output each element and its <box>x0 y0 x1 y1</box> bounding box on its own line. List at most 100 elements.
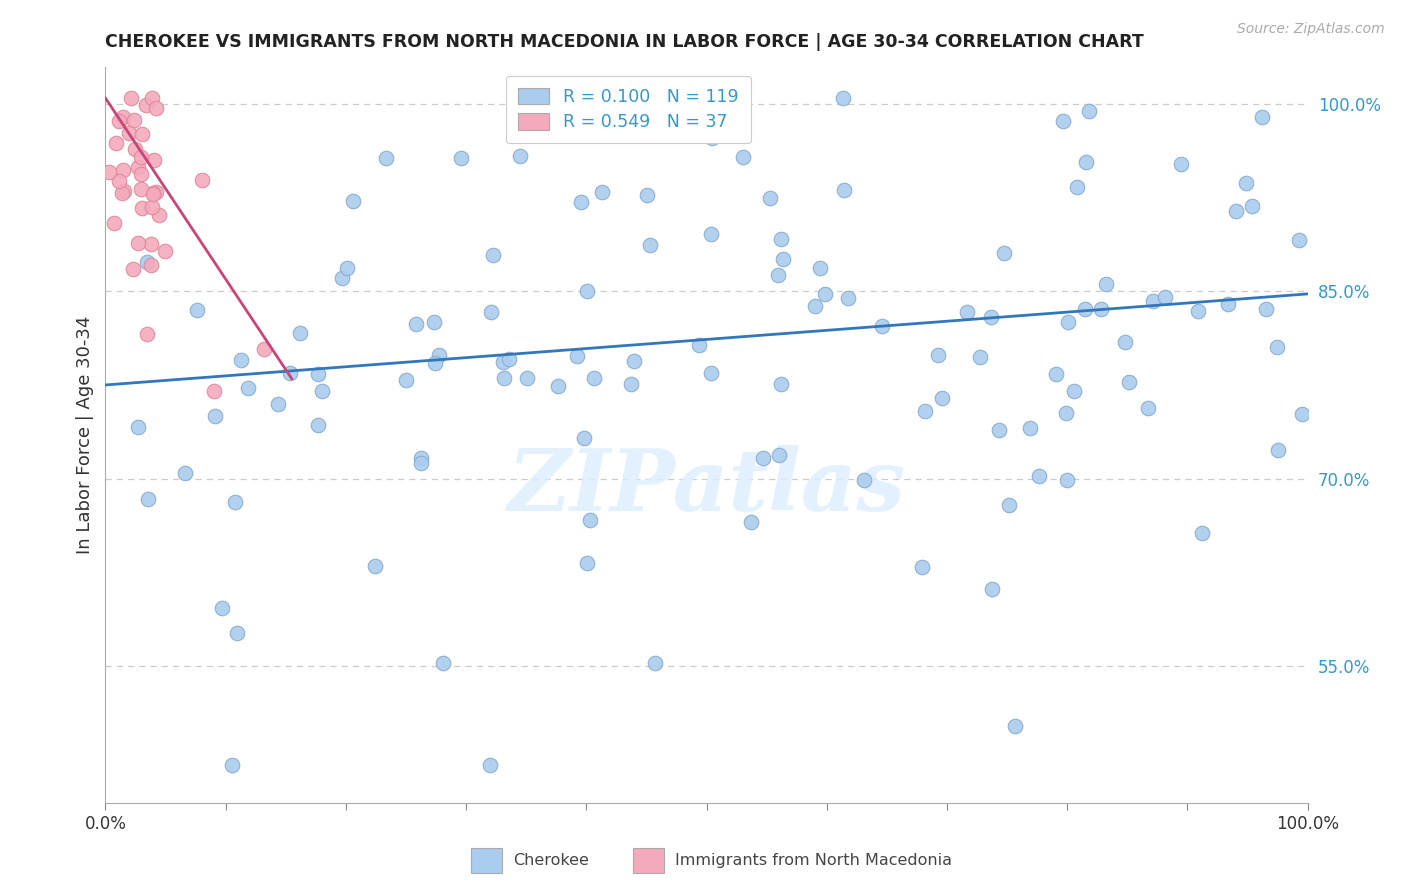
Point <box>768 448 790 462</box>
Point <box>236 381 259 395</box>
Point <box>450 151 472 165</box>
Point <box>127 235 149 250</box>
Point <box>574 431 596 445</box>
Point <box>1191 526 1213 541</box>
Point <box>1136 401 1159 415</box>
Point <box>224 495 246 509</box>
Point <box>956 305 979 319</box>
Point <box>576 556 599 570</box>
Point <box>870 319 893 334</box>
Point <box>772 252 794 267</box>
Point <box>253 342 276 356</box>
Point <box>131 167 153 181</box>
Point <box>1090 301 1112 316</box>
Point <box>1063 384 1085 399</box>
Point <box>131 201 153 215</box>
Point <box>288 326 311 341</box>
Point <box>108 114 131 128</box>
Point <box>1225 203 1247 218</box>
Point <box>980 310 1002 325</box>
Point <box>139 236 162 251</box>
Point <box>931 392 953 406</box>
Point <box>636 188 658 202</box>
Point <box>547 379 569 393</box>
Point <box>136 327 159 342</box>
Point <box>108 174 131 188</box>
Point <box>124 112 146 127</box>
Point <box>831 91 853 105</box>
Point <box>425 356 447 370</box>
Point <box>591 185 613 199</box>
Point <box>1028 469 1050 483</box>
Point <box>432 656 454 670</box>
Point <box>498 351 520 366</box>
Point <box>375 151 398 165</box>
Point <box>578 513 600 527</box>
Point <box>1074 155 1097 169</box>
Text: Source: ZipAtlas.com: Source: ZipAtlas.com <box>1237 22 1385 37</box>
Point <box>127 420 149 434</box>
Point <box>1267 442 1289 457</box>
Point <box>927 348 949 362</box>
Point <box>1074 301 1097 316</box>
Point <box>569 195 592 210</box>
Point <box>482 248 505 262</box>
Point <box>411 451 433 466</box>
Point <box>1077 103 1099 118</box>
Point <box>112 185 135 199</box>
Text: Cherokee: Cherokee <box>513 854 589 868</box>
Point <box>911 560 934 574</box>
Point <box>266 397 288 411</box>
Point <box>997 498 1019 512</box>
Point <box>118 126 141 140</box>
Point <box>311 384 333 399</box>
Point <box>479 305 502 319</box>
Point <box>1045 367 1067 381</box>
Point <box>280 366 302 380</box>
Point <box>1142 294 1164 309</box>
Point <box>509 149 531 163</box>
Point <box>1052 114 1074 128</box>
Point <box>229 352 252 367</box>
Point <box>1170 157 1192 171</box>
Point <box>111 186 134 201</box>
Point <box>834 183 856 197</box>
Point <box>814 287 837 301</box>
Point <box>330 271 353 285</box>
Point <box>644 656 666 670</box>
Point <box>1095 277 1118 291</box>
Point <box>700 366 723 380</box>
Point <box>127 160 149 174</box>
Point <box>1187 304 1209 318</box>
Point <box>120 91 142 105</box>
Point <box>770 232 793 246</box>
Point <box>122 262 145 277</box>
Legend: R = 0.100   N = 119, R = 0.549   N = 37: R = 0.100 N = 119, R = 0.549 N = 37 <box>506 76 751 144</box>
Point <box>141 91 163 105</box>
Point <box>733 150 755 164</box>
Point <box>478 758 501 772</box>
Point <box>969 350 991 364</box>
Point <box>987 423 1010 437</box>
Point <box>980 582 1002 596</box>
Point <box>700 131 723 145</box>
Text: Immigrants from North Macedonia: Immigrants from North Macedonia <box>675 854 952 868</box>
Point <box>124 142 146 156</box>
Point <box>135 98 157 112</box>
Point <box>1288 233 1310 247</box>
Point <box>1066 180 1088 194</box>
Point <box>221 758 243 772</box>
Point <box>136 255 159 269</box>
Point <box>105 136 128 150</box>
Point <box>202 384 225 398</box>
Point <box>307 417 329 432</box>
Point <box>1265 340 1288 354</box>
Point <box>111 110 134 124</box>
Point <box>153 244 176 259</box>
Point <box>1056 473 1078 487</box>
Point <box>395 373 418 387</box>
Point <box>1251 110 1274 124</box>
Y-axis label: In Labor Force | Age 30-34: In Labor Force | Age 30-34 <box>76 316 94 554</box>
Point <box>409 456 432 470</box>
Text: CHEROKEE VS IMMIGRANTS FROM NORTH MACEDONIA IN LABOR FORCE | AGE 30-34 CORRELATI: CHEROKEE VS IMMIGRANTS FROM NORTH MACEDO… <box>105 34 1144 52</box>
